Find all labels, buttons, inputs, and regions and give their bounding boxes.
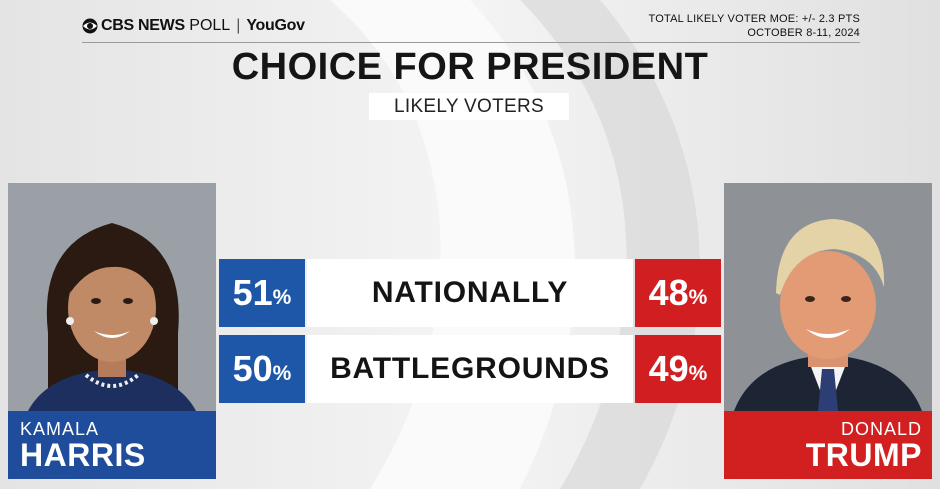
trump-value-battlegrounds-number: 49 <box>648 348 689 389</box>
header-divider <box>82 42 860 43</box>
trump-value-battlegrounds-unit: % <box>688 362 708 385</box>
harris-value-battlegrounds-unit: % <box>272 362 292 385</box>
trump-value-battlegrounds: 49% <box>635 335 721 403</box>
candidate-card-harris: KAMALA HARRIS <box>8 183 216 479</box>
trump-value-nationally: 48% <box>635 259 721 327</box>
logo-partner: YouGov <box>246 17 305 34</box>
poll-info: TOTAL LIKELY VOTER MOE: +/- 2.3 PTS OCTO… <box>649 12 860 40</box>
candidate-card-trump: DONALD TRUMP <box>724 183 932 479</box>
trump-portrait-icon <box>724 183 932 411</box>
trump-nameplate: DONALD TRUMP <box>724 411 932 479</box>
harris-value-nationally-number: 51 <box>232 272 273 313</box>
category-label-nationally: NATIONALLY <box>307 259 633 327</box>
chart-title: CHOICE FOR PRESIDENT <box>231 46 709 88</box>
results-table: 51% NATIONALLY 48% 50% BATTLEGROUNDS 49% <box>219 259 721 405</box>
harris-first-name: KAMALA <box>20 419 100 439</box>
category-label-battlegrounds: BATTLEGROUNDS <box>307 335 633 403</box>
harris-nameplate: KAMALA HARRIS <box>8 411 216 479</box>
harris-value-battlegrounds-number: 50 <box>232 348 273 389</box>
table-row-nationally: 51% NATIONALLY 48% <box>219 259 721 327</box>
trump-value-nationally-unit: % <box>688 286 708 309</box>
trump-last-name: TRUMP <box>805 437 922 473</box>
header: CBS NEWS POLL | YouGov TOTAL LIKELY VOTE… <box>82 12 860 42</box>
harris-portrait-icon <box>8 183 216 411</box>
harris-last-name: HARRIS <box>20 437 146 473</box>
harris-value-battlegrounds: 50% <box>219 335 305 403</box>
chart-subtitle: LIKELY VOTERS <box>369 93 569 120</box>
trump-value-nationally-number: 48 <box>648 272 689 313</box>
harris-value-nationally: 51% <box>219 259 305 327</box>
trump-first-name: DONALD <box>840 419 922 439</box>
cbs-eye-icon <box>82 18 98 34</box>
poll-logo: CBS NEWS POLL | YouGov <box>82 17 305 35</box>
logo-separator: | <box>236 17 241 34</box>
table-row-battlegrounds: 50% BATTLEGROUNDS 49% <box>219 335 721 403</box>
logo-network: CBS NEWS <box>101 17 185 34</box>
logo-poll: POLL <box>189 17 231 34</box>
moe-text: TOTAL LIKELY VOTER MOE: +/- 2.3 PTS <box>648 13 860 25</box>
date-text: OCTOBER 8-11, 2024 <box>747 27 860 39</box>
harris-value-nationally-unit: % <box>272 286 292 309</box>
